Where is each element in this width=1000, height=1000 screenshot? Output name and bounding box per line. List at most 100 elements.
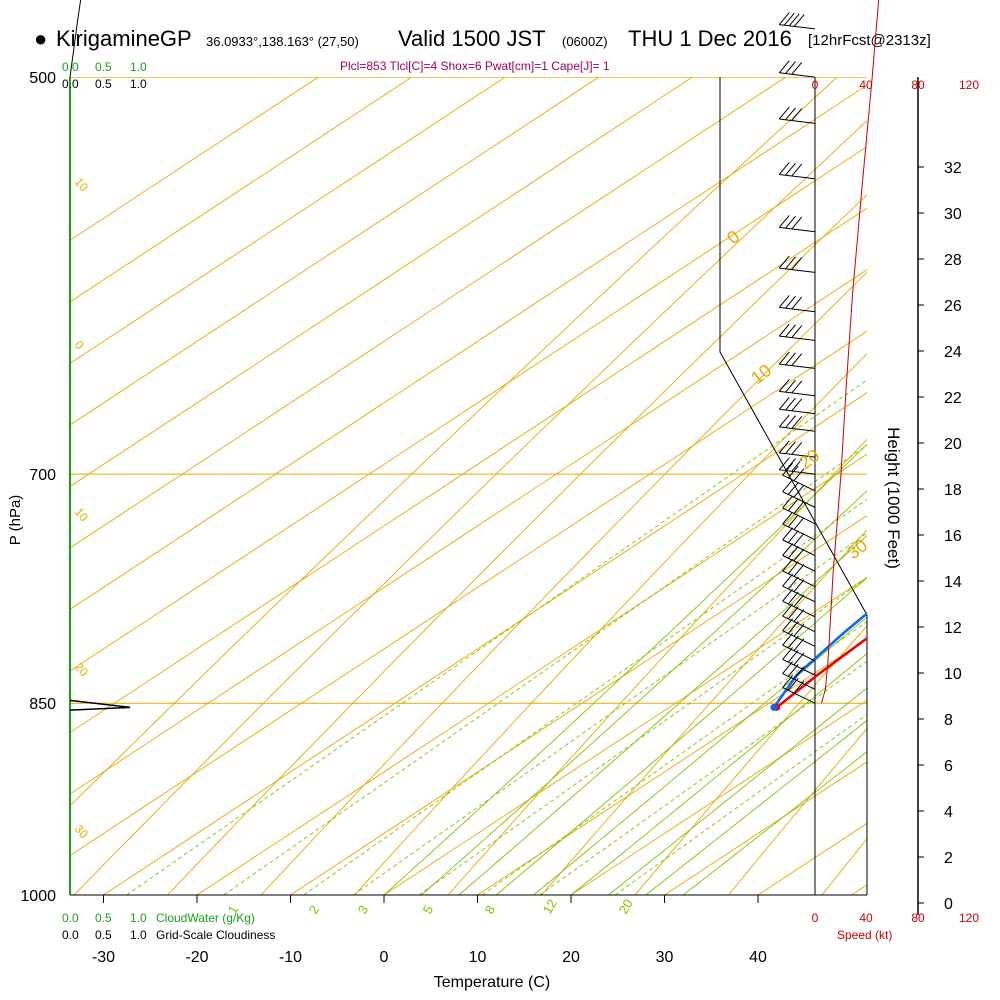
wind-barb-flag bbox=[791, 353, 803, 366]
mixing-ratio-label: 5 bbox=[420, 903, 437, 917]
wind-barb-staff bbox=[782, 600, 816, 618]
wind-barb bbox=[782, 661, 816, 690]
wind-barb-flag bbox=[787, 621, 799, 634]
cloud-panel bbox=[69, 0, 131, 711]
moist-adiabat bbox=[383, 443, 867, 895]
wind-barb-flag bbox=[793, 680, 805, 694]
isotherm-line bbox=[383, 576, 867, 895]
isotherm-line bbox=[196, 453, 867, 895]
wind-barb-flag bbox=[778, 414, 790, 428]
wind-barb-staff bbox=[782, 491, 816, 508]
wind-barb-flag bbox=[785, 458, 796, 471]
wind-barb-staff bbox=[779, 363, 816, 369]
wind-barb-flag bbox=[778, 440, 790, 454]
wind-barb bbox=[778, 323, 816, 341]
grid-lines bbox=[70, 0, 1000, 953]
wind-barb bbox=[782, 462, 816, 492]
wind-barb bbox=[782, 527, 816, 556]
height-tick-label: 0 bbox=[944, 896, 953, 913]
cloudwater-label: CloudWater (g/Kg) bbox=[156, 911, 255, 925]
isotherm-line bbox=[70, 77, 320, 241]
wind-barb bbox=[782, 618, 816, 647]
wind-speed-profile bbox=[821, 0, 880, 704]
cloudiness-tick-bottom: 0.5 bbox=[95, 928, 112, 942]
mixing-ratio-line bbox=[482, 621, 867, 895]
speed-tick-bottom: 120 bbox=[959, 911, 979, 925]
moist-adiabat bbox=[570, 652, 867, 895]
wind-barb-flag bbox=[791, 325, 803, 338]
cloud-tick-bottom: 0.5 bbox=[95, 911, 112, 925]
x-tick-label: 30 bbox=[656, 949, 674, 966]
wind-barb-flag bbox=[787, 649, 799, 663]
wind-barb-flag bbox=[782, 618, 793, 632]
cloudiness-tick-top: 1.0 bbox=[130, 77, 147, 91]
valid-date: THU 1 Dec 2016 bbox=[628, 26, 792, 51]
wind-barb-flag bbox=[785, 215, 796, 229]
wind-barb-staff bbox=[779, 306, 816, 313]
cloudiness-tick-top: 0.5 bbox=[95, 77, 112, 91]
dry-adiabat bbox=[353, 353, 867, 895]
wind-barb-flag bbox=[785, 295, 796, 309]
theta-label: 10 bbox=[747, 360, 775, 388]
height-tick-label: 32 bbox=[944, 160, 962, 177]
speed-tick-top: 80 bbox=[911, 78, 925, 92]
dry-adiabat bbox=[73, 120, 867, 895]
wind-barb-staff bbox=[779, 390, 816, 397]
wind-barb bbox=[778, 457, 816, 475]
isotherm-line bbox=[70, 330, 867, 857]
wind-barb bbox=[778, 396, 816, 415]
height-tick-label: 26 bbox=[944, 298, 962, 315]
speed-tick-bottom: 40 bbox=[859, 911, 873, 925]
height-tick-label: 24 bbox=[944, 344, 962, 361]
mixing-ratio-line bbox=[418, 577, 867, 895]
isotherm-line bbox=[70, 77, 507, 364]
wind-barb-flag bbox=[787, 530, 799, 543]
wind-barb-flag bbox=[778, 12, 790, 25]
wind-barb-flag bbox=[788, 13, 800, 27]
x-tick-label: -30 bbox=[92, 949, 115, 966]
cloudiness-tick-bottom: 0.0 bbox=[62, 928, 79, 942]
valid-time: Valid 1500 JST bbox=[398, 26, 546, 51]
mixing-ratio-line bbox=[126, 379, 867, 895]
speed-tick-top: 120 bbox=[959, 78, 979, 92]
pressure-tick-label: 500 bbox=[29, 70, 56, 87]
wind-barb-flag bbox=[793, 564, 805, 577]
wind-barb-flag bbox=[782, 462, 793, 476]
wind-barb bbox=[782, 511, 816, 541]
speed-tick-top: 0 bbox=[812, 78, 819, 92]
cloudwater-profile bbox=[69, 699, 131, 711]
isotherm-line bbox=[70, 269, 867, 795]
isotherm-line bbox=[70, 77, 600, 426]
wind-barb bbox=[782, 603, 816, 633]
profiles bbox=[770, 611, 867, 711]
height-tick-label: 20 bbox=[944, 436, 962, 453]
wind-barb-flag bbox=[791, 416, 803, 429]
height-tick-label: 18 bbox=[944, 482, 962, 499]
dry-adiabat bbox=[966, 0, 1000, 953]
height-tick-label: 10 bbox=[944, 666, 962, 683]
wind-barb bbox=[782, 573, 816, 603]
wind-barb-flag bbox=[787, 635, 799, 649]
wind-barb-staff bbox=[779, 118, 816, 124]
wind-barb-flag bbox=[791, 442, 803, 455]
wind-barb bbox=[782, 543, 816, 572]
moist-adiabat bbox=[608, 687, 867, 895]
wind-barb-flag bbox=[791, 61, 803, 75]
wind-barb-flag bbox=[793, 609, 805, 622]
wind-barb-staff bbox=[782, 615, 816, 633]
wind-barb-staff bbox=[782, 474, 816, 492]
isotherm-line bbox=[851, 884, 867, 895]
dry-adiabat bbox=[447, 438, 867, 895]
x-tick-label: 40 bbox=[749, 949, 767, 966]
wind-barb-flag bbox=[785, 256, 796, 270]
height-tick-label: 30 bbox=[944, 206, 962, 223]
wind-barb-flag bbox=[793, 14, 805, 27]
wind-barb-flag bbox=[787, 545, 799, 559]
wind-barb-flag bbox=[778, 323, 790, 337]
cloud-tick-bottom: 1.0 bbox=[130, 911, 147, 925]
pressure-tick-label: 850 bbox=[29, 696, 56, 713]
wind-barb-flag bbox=[793, 548, 805, 562]
wind-barb-flag bbox=[793, 501, 805, 514]
wind-barb bbox=[782, 588, 816, 618]
isotherm-line bbox=[70, 77, 413, 303]
